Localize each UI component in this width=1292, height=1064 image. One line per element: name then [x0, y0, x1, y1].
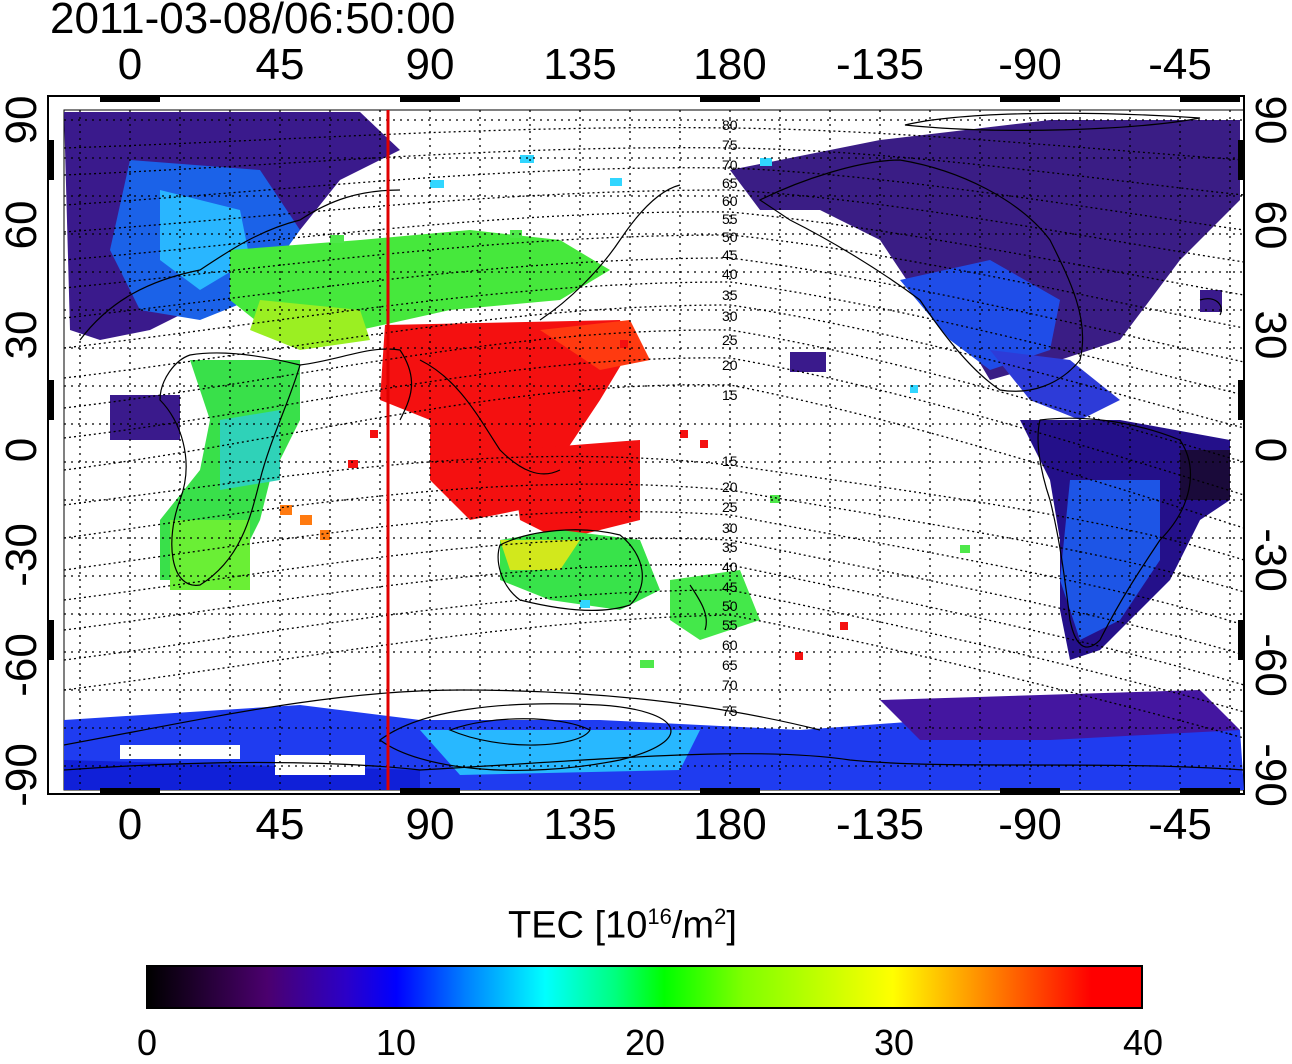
contour-label: 50 — [722, 229, 738, 245]
contour-label: 60 — [722, 193, 738, 209]
top-lon-tick: 45 — [255, 40, 305, 89]
contour-label: 45 — [722, 247, 738, 263]
colorbar-title: TEC [1016/m2] — [508, 904, 737, 948]
coastlines — [64, 159, 1244, 771]
colorbar-tick: 10 — [375, 1022, 417, 1063]
contour-label: 80 — [722, 117, 738, 133]
top-lon-tick: -90 — [998, 40, 1062, 89]
contour-label: 70 — [722, 677, 738, 693]
left-lat-tick: -60 — [0, 633, 46, 697]
contour-label: 35 — [722, 287, 738, 303]
colorbar — [146, 965, 1143, 1009]
right-lat-tick: 60 — [1246, 200, 1292, 250]
contour-label: 50 — [722, 598, 738, 614]
frame-ticks — [48, 96, 1244, 794]
contour-label: 65 — [722, 657, 738, 673]
right-lat-tick: -30 — [1246, 528, 1292, 592]
bottom-lon-tick: 45 — [255, 800, 305, 849]
contour-labels: 80 75 70 65 60 55 50 45 40 35 30 25 20 1… — [722, 117, 738, 719]
bottom-lon-tick: 135 — [543, 800, 617, 849]
contour-label: 45 — [722, 579, 738, 595]
contour-label: 25 — [722, 332, 738, 348]
left-lat-tick: 0 — [0, 437, 46, 463]
bottom-lon-tick: 90 — [405, 800, 455, 849]
contour-label: 40 — [722, 266, 738, 282]
contour-label: 20 — [722, 357, 738, 373]
colorbar-title-exponent: 16 — [647, 904, 672, 929]
right-lat-tick: -60 — [1246, 633, 1292, 697]
bottom-lon-tick: -45 — [1148, 800, 1212, 849]
contour-label: 20 — [722, 479, 738, 495]
tec-data-layer — [64, 112, 1244, 790]
contour-label: 55 — [722, 617, 738, 633]
graticule — [64, 110, 1244, 790]
right-lat-tick: 0 — [1246, 437, 1292, 463]
contour-label: 15 — [722, 387, 738, 403]
contour-label: 65 — [722, 175, 738, 191]
contour-label: 55 — [722, 211, 738, 227]
colorbar-tick: 30 — [873, 1022, 915, 1063]
colorbar-title-end: ] — [726, 904, 737, 947]
timestamp-title: 2011-03-08/06:50:00 — [50, 0, 456, 43]
contour-label: 25 — [722, 499, 738, 515]
colorbar-tick: 20 — [624, 1022, 666, 1063]
contour-label: 30 — [722, 308, 738, 324]
contour-label: 15 — [722, 453, 738, 469]
right-lat-tick: 90 — [1246, 95, 1292, 145]
right-lat-tick: -90 — [1246, 743, 1292, 807]
left-lat-tick: 30 — [0, 310, 46, 360]
top-lon-tick: 180 — [693, 40, 767, 89]
auroral-oval-contours — [64, 112, 1201, 771]
contour-label: 30 — [722, 520, 738, 536]
colorbar-tick: 0 — [136, 1022, 158, 1063]
bottom-lon-tick: 0 — [117, 800, 143, 849]
top-lon-tick: 90 — [405, 40, 455, 89]
left-lat-tick: -30 — [0, 523, 46, 587]
left-lat-tick: 90 — [0, 95, 46, 145]
contour-label: 40 — [722, 559, 738, 575]
contour-label: 35 — [722, 539, 738, 555]
bottom-lon-tick: -135 — [835, 800, 925, 849]
left-lat-tick: 60 — [0, 200, 46, 250]
magnetic-contours — [64, 126, 1244, 739]
colorbar-title-text: TEC [10 — [508, 904, 648, 947]
contour-label: 70 — [722, 157, 738, 173]
top-lon-tick: -45 — [1148, 40, 1212, 89]
contour-label: 75 — [722, 137, 738, 153]
top-lon-tick: -135 — [835, 40, 925, 89]
top-lon-tick: 135 — [543, 40, 617, 89]
colorbar-title-unit: /m — [671, 904, 715, 947]
right-lat-tick: 30 — [1246, 310, 1292, 360]
colorbar-tick: 40 — [1122, 1022, 1164, 1063]
bottom-lon-tick: 180 — [693, 800, 767, 849]
top-lon-tick: 0 — [117, 40, 143, 89]
bottom-lon-tick: -90 — [998, 800, 1062, 849]
contour-label: 60 — [722, 637, 738, 653]
colorbar-title-exponent-2: 2 — [714, 904, 727, 929]
left-lat-tick: -90 — [0, 743, 46, 807]
contour-label: 75 — [722, 703, 738, 719]
